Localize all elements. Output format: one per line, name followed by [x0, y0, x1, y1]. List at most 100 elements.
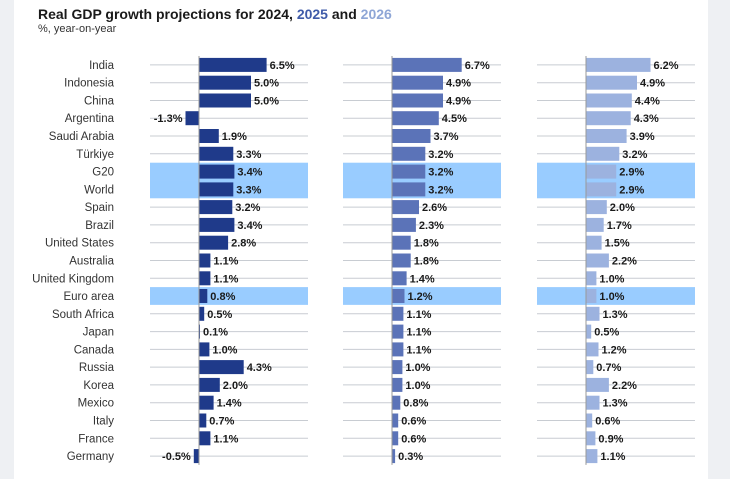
value-label-italy-2025: 0.6% — [401, 416, 426, 428]
gdp-growth-chart: India Indonesia China Argentina Saudi Arabia… — [32, 56, 695, 465]
bar-g20-2024 — [199, 164, 235, 179]
category-label-saudi-arabia: Saudi Arabia — [49, 131, 115, 143]
bar-argentina-2026 — [586, 111, 631, 126]
bar-canada-2026 — [586, 342, 599, 357]
bar-italy-2026 — [586, 413, 593, 428]
value-label-japan-2024: 0.1% — [203, 327, 228, 339]
value-labels: 6.5% 6.7% 6.2% 5.0% 4.9% 4.9% 5.0% 4.9% 4.4% -1.3… — [154, 60, 679, 463]
bar-united-states-2025 — [392, 235, 411, 250]
category-label-china: China — [84, 96, 115, 108]
category-label-g20: G20 — [92, 167, 114, 179]
bar-saudi-arabia-2024 — [199, 129, 219, 143]
bar-united-states-2026 — [586, 235, 602, 250]
bar-saudi-arabia-2025 — [392, 129, 431, 143]
bar-brazil-2026 — [586, 217, 604, 232]
bar-euro-area-2026 — [586, 289, 597, 303]
title-prefix: Real GDP growth projections for — [38, 6, 258, 22]
value-label-russia-2026: 0.7% — [596, 362, 621, 374]
value-label-india-2026: 6.2% — [654, 60, 679, 72]
category-label-russia: Russia — [79, 362, 115, 374]
value-label-india-2024: 6.5% — [270, 60, 295, 72]
value-label-united-kingdom-2024: 1.1% — [213, 273, 238, 285]
value-label-india-2025: 6.7% — [465, 60, 490, 72]
value-label-south-africa-2025: 1.1% — [406, 309, 431, 321]
bar-turkiye-2026 — [586, 146, 620, 161]
bar-france-2026 — [586, 431, 596, 446]
bar-saudi-arabia-2026 — [586, 129, 627, 143]
value-label-euro-area-2026: 1.0% — [599, 291, 624, 303]
category-label-turkiye: Türkiye — [76, 149, 114, 161]
zero-axes — [198, 56, 587, 465]
bar-south-africa-2026 — [586, 306, 600, 321]
category-labels: India Indonesia China Argentina Saudi Arabia… — [32, 60, 114, 463]
bar-euro-area-2025 — [392, 289, 405, 303]
value-label-korea-2025: 1.0% — [405, 380, 430, 392]
bar-turkiye-2025 — [392, 146, 426, 161]
value-label-united-kingdom-2025: 1.4% — [410, 273, 435, 285]
bar-world-2026 — [586, 182, 617, 197]
category-label-spain: Spain — [85, 202, 114, 214]
bar-italy-2024 — [199, 413, 207, 428]
bar-russia-2024 — [199, 360, 244, 375]
bar-china-2025 — [392, 93, 443, 108]
value-label-argentina-2025: 4.5% — [442, 113, 467, 125]
bar-china-2026 — [586, 93, 632, 108]
bar-south-africa-2024 — [199, 306, 205, 321]
highlight-band-euro-area-2024 — [150, 287, 308, 305]
value-label-australia-2026: 2.2% — [612, 256, 637, 268]
bar-euro-area-2024 — [199, 289, 208, 303]
value-label-italy-2024: 0.7% — [209, 416, 234, 428]
value-label-euro-area-2025: 1.2% — [408, 291, 433, 303]
bar-france-2024 — [199, 431, 211, 446]
value-label-united-states-2024: 2.8% — [231, 238, 256, 250]
chart-title: Real GDP growth projections for 2024, 20… — [38, 6, 392, 22]
value-label-south-africa-2026: 1.3% — [603, 309, 628, 321]
category-label-world: World — [84, 184, 114, 196]
bar-indonesia-2024 — [199, 75, 251, 90]
value-label-south-africa-2024: 0.5% — [207, 309, 232, 321]
bar-world-2025 — [392, 182, 426, 197]
value-label-saudi-arabia-2024: 1.9% — [222, 131, 247, 143]
value-label-saudi-arabia-2025: 3.7% — [434, 131, 459, 143]
value-label-united-kingdom-2026: 1.0% — [599, 273, 624, 285]
category-label-united-kingdom: United Kingdom — [32, 273, 114, 285]
category-label-argentina: Argentina — [65, 113, 115, 125]
category-label-india: India — [89, 60, 115, 72]
value-label-indonesia-2024: 5.0% — [254, 78, 279, 90]
title-separator: , — [289, 6, 297, 22]
highlight-band-euro-area-2025 — [343, 287, 501, 305]
category-label-japan: Japan — [83, 327, 114, 339]
category-label-italy: Italy — [93, 416, 114, 428]
bar-russia-2025 — [392, 360, 403, 375]
value-label-japan-2026: 0.5% — [594, 327, 619, 339]
value-label-world-2025: 3.2% — [428, 184, 453, 196]
bar-spain-2025 — [392, 200, 419, 215]
bars — [185, 57, 651, 464]
bar-australia-2024 — [199, 253, 211, 268]
value-label-australia-2024: 1.1% — [213, 256, 238, 268]
chart-card: Real GDP growth projections for 2024, 20… — [14, 0, 708, 479]
bar-canada-2025 — [392, 342, 404, 357]
bar-indonesia-2025 — [392, 75, 443, 90]
bar-united-kingdom-2024 — [199, 271, 211, 286]
bar-brazil-2024 — [199, 217, 235, 232]
bar-australia-2026 — [586, 253, 609, 268]
title-year-2024: 2024 — [257, 6, 290, 22]
value-label-china-2024: 5.0% — [254, 96, 279, 108]
category-label-brazil: Brazil — [85, 220, 114, 232]
value-label-world-2026: 2.9% — [619, 184, 644, 196]
category-label-canada: Canada — [74, 344, 115, 356]
value-label-united-states-2025: 1.8% — [414, 238, 439, 250]
value-label-germany-2024: -0.5% — [162, 451, 191, 463]
value-label-canada-2024: 1.0% — [212, 344, 237, 356]
bar-mexico-2025 — [392, 395, 401, 410]
value-label-g20-2024: 3.4% — [237, 167, 262, 179]
value-label-indonesia-2026: 4.9% — [640, 78, 665, 90]
bar-united-states-2024 — [199, 235, 229, 250]
bar-mexico-2026 — [586, 395, 600, 410]
bar-india-2026 — [586, 57, 651, 72]
bar-g20-2026 — [586, 164, 617, 179]
bar-mexico-2024 — [199, 395, 214, 410]
value-label-italy-2026: 0.6% — [595, 416, 620, 428]
value-label-russia-2024: 4.3% — [247, 362, 272, 374]
